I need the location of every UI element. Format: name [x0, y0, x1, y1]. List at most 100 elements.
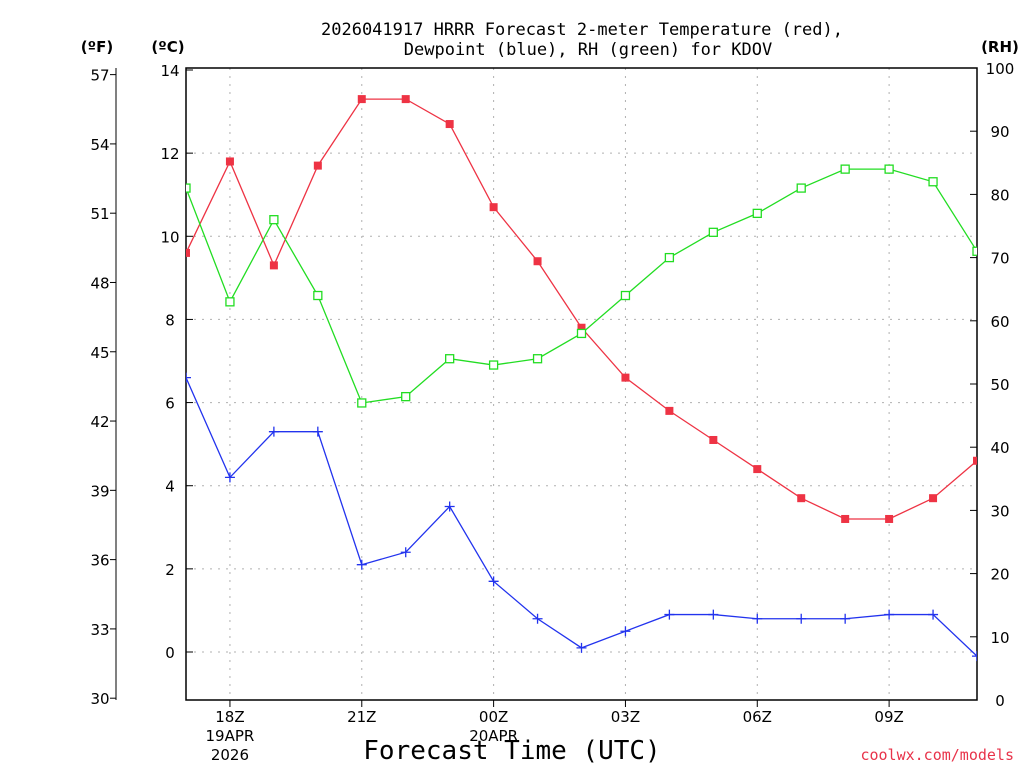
temperature-point [577, 323, 586, 332]
temperature-point [753, 465, 762, 474]
temperature-point [797, 494, 806, 503]
fahrenheit-tick-label: 45 [90, 344, 109, 362]
rh-point [357, 398, 367, 408]
celsius-tick-label: 6 [165, 395, 175, 413]
rh-series [186, 164, 977, 408]
rh-point [840, 164, 850, 174]
temperature-point [313, 161, 322, 170]
rh-point [445, 354, 455, 364]
temperature-point [709, 435, 718, 444]
time-tick-label: 21Z [347, 708, 376, 726]
fahrenheit-tick-label: 36 [90, 552, 109, 570]
fahrenheit-tick-label: 33 [90, 621, 109, 639]
chart-title-line1: 2026041917 HRRR Forecast 2-meter Tempera… [321, 20, 843, 40]
watermark: coolwx.com/models [860, 746, 1014, 764]
rh-point [269, 215, 279, 225]
temperature-line [186, 98, 977, 520]
rh-tick-label: 40 [990, 439, 1009, 457]
temperature-point [973, 456, 977, 465]
fahrenheit-tick-label: 48 [90, 274, 109, 292]
celsius-tick-label: 8 [165, 311, 175, 329]
dewpoint-point [268, 426, 279, 437]
temperature-point [929, 494, 938, 503]
rh-point [576, 328, 587, 339]
x-axis-label: Forecast Time (UTC) [363, 736, 660, 766]
dewpoint-point [224, 472, 235, 483]
dewpoint-point [620, 626, 631, 637]
celsius-tick-label: 2 [165, 561, 175, 579]
fahrenheit-axis: 30 33 36 39 42 45 48 51 54 57 [90, 67, 116, 708]
rh-point [186, 183, 191, 193]
dewpoint-point [312, 426, 323, 437]
time-tick-label: 00Z [479, 708, 508, 726]
rh-tick-label: 30 [990, 502, 1009, 520]
plot-frame [185, 67, 978, 701]
temperature-point [533, 257, 542, 266]
temperature-point [445, 120, 454, 129]
dewpoint-point [444, 501, 455, 512]
dewpoint-point [708, 609, 719, 620]
rh-point [225, 297, 235, 307]
series-layer [186, 95, 977, 662]
temperature-point [665, 406, 674, 415]
dewpoint-point [532, 613, 543, 624]
fahrenheit-tick-label: 39 [90, 482, 109, 500]
fahrenheit-tick-label: 51 [90, 205, 109, 223]
temperature-series [186, 95, 977, 523]
dewpoint-point [972, 651, 977, 662]
rh-line [186, 168, 977, 404]
dewpoint-point [928, 609, 939, 620]
dewpoint-point [752, 613, 763, 624]
rh-point [796, 183, 806, 193]
celsius-tick-label: 4 [165, 478, 175, 496]
temperature-point [841, 514, 850, 523]
rh-unit-label: (RH) [981, 38, 1019, 56]
celsius-tick-label: 12 [160, 145, 179, 163]
dewpoint-point [664, 609, 675, 620]
rh-point [752, 208, 762, 219]
temperature-point [489, 203, 498, 212]
rh-point [488, 360, 499, 370]
temperature-point [885, 514, 894, 523]
celsius-unit-label: (ºC) [151, 38, 184, 56]
temperature-point [186, 248, 190, 257]
dewpoint-point [400, 547, 411, 558]
fahrenheit-unit-label: (ºF) [81, 38, 113, 56]
year-tick-label: 2026 [211, 746, 249, 764]
fahrenheit-tick-label: 42 [90, 413, 109, 431]
time-tick-label: 03Z [611, 708, 640, 726]
rh-tick-label: 20 [990, 566, 1009, 584]
rh-tick-label: 70 [990, 250, 1009, 268]
temperature-point [225, 157, 234, 166]
temperature-point [269, 261, 278, 270]
rh-point [708, 227, 718, 237]
time-tick-label: 09Z [874, 708, 903, 726]
rh-tick-label: 100 [986, 60, 1015, 78]
rh-tick-label: 90 [990, 123, 1009, 141]
rh-point [928, 177, 938, 187]
chart-title-line2: Dewpoint (blue), RH (green) for KDOV [404, 40, 772, 60]
rh-point [884, 164, 894, 174]
rh-point [664, 252, 675, 263]
grid-lines [186, 68, 977, 700]
rh-tick-label: 60 [990, 313, 1009, 331]
rh-point [972, 246, 977, 256]
temperature-point [357, 95, 366, 104]
date-tick-label: 19APR [206, 727, 255, 745]
celsius-tick-label: 14 [160, 62, 179, 80]
rh-tick-label: 0 [995, 692, 1005, 710]
time-tick-label: 18Z [215, 708, 244, 726]
dewpoint-point [576, 642, 587, 653]
dewpoint-point [186, 372, 191, 383]
date-tick-label: 20APR [469, 727, 518, 745]
dewpoint-line [186, 377, 977, 657]
dewpoint-point [356, 559, 367, 570]
rh-tick-label: 10 [990, 629, 1009, 647]
fahrenheit-tick-label: 57 [90, 67, 109, 85]
rh-tick-label: 80 [990, 186, 1009, 204]
rh-tick-label: 50 [990, 376, 1009, 394]
celsius-tick-label: 0 [165, 644, 175, 662]
celsius-axis: 0 2 4 6 8 10 12 14 [160, 62, 193, 662]
